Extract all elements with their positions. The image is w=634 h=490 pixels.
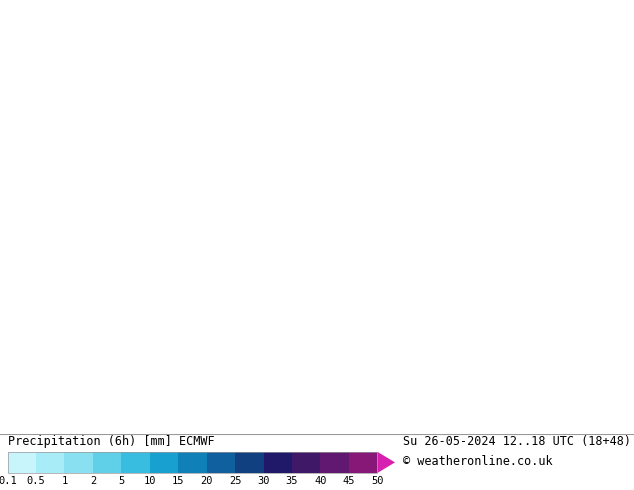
Bar	[65, 452, 93, 473]
Text: 10: 10	[143, 476, 156, 487]
Bar	[292, 452, 320, 473]
Text: 0.1: 0.1	[0, 476, 17, 487]
Text: 35: 35	[286, 476, 298, 487]
Text: 25: 25	[229, 476, 242, 487]
Text: 0.5: 0.5	[27, 476, 46, 487]
Text: 2: 2	[90, 476, 96, 487]
Text: 20: 20	[200, 476, 213, 487]
Text: 40: 40	[314, 476, 327, 487]
Bar	[320, 452, 349, 473]
Bar	[150, 452, 178, 473]
Text: Precipitation (6h) [mm] ECMWF: Precipitation (6h) [mm] ECMWF	[8, 435, 214, 448]
Text: 15: 15	[172, 476, 184, 487]
Text: 30: 30	[257, 476, 269, 487]
Bar	[121, 452, 150, 473]
Bar	[264, 452, 292, 473]
Text: 1: 1	[61, 476, 68, 487]
Bar	[93, 452, 121, 473]
Text: 5: 5	[118, 476, 124, 487]
Polygon shape	[377, 452, 395, 473]
Bar	[207, 452, 235, 473]
Bar	[8, 452, 36, 473]
Bar	[8, 452, 377, 473]
Bar	[178, 452, 207, 473]
Bar	[235, 452, 264, 473]
Bar	[349, 452, 377, 473]
Bar	[36, 452, 65, 473]
Text: 45: 45	[342, 476, 355, 487]
Text: Su 26-05-2024 12..18 UTC (18+48): Su 26-05-2024 12..18 UTC (18+48)	[403, 435, 631, 448]
Text: 50: 50	[371, 476, 384, 487]
Text: © weatheronline.co.uk: © weatheronline.co.uk	[403, 455, 552, 468]
